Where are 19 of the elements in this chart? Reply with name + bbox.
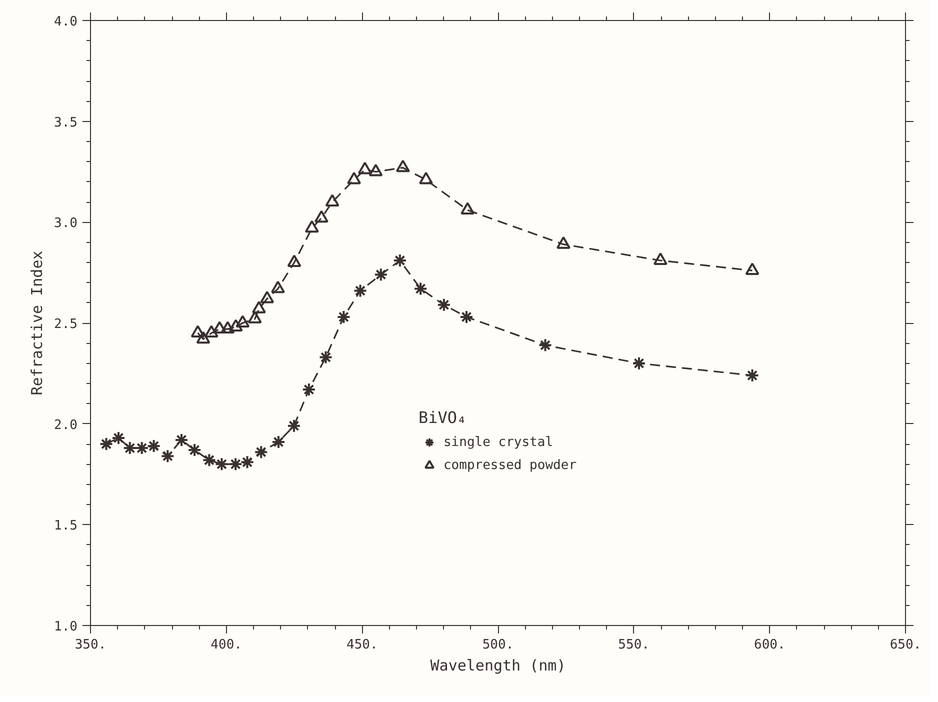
y-tick-label: 2.0: [54, 418, 78, 433]
y-tick-label: 3.5: [54, 115, 78, 130]
y-tick-label: 3.0: [54, 216, 78, 232]
x-tick-label: 350.: [74, 638, 106, 652]
x-tick-label: 500.: [482, 638, 514, 652]
legend-label: single crystal: [443, 434, 554, 450]
x-tick-label: 650.: [890, 638, 922, 652]
x-tick-label: 450.: [346, 638, 378, 652]
y-tick-label: 2.5: [54, 317, 78, 332]
y-tick-label: 1.5: [54, 518, 78, 534]
y-tick-label: 1.0: [54, 620, 78, 634]
legend-title: BiVO₄: [418, 408, 468, 427]
x-axis-title: Wavelength (nm): [430, 656, 566, 674]
x-tick-label: 550.: [618, 638, 650, 652]
x-tick-label: 600.: [754, 638, 786, 652]
x-tick-label: 400.: [210, 638, 242, 652]
y-axis-title: Refractive Index: [28, 250, 46, 396]
y-tick-label: 4.0: [54, 14, 78, 30]
legend-label: compressed powder: [443, 458, 577, 472]
